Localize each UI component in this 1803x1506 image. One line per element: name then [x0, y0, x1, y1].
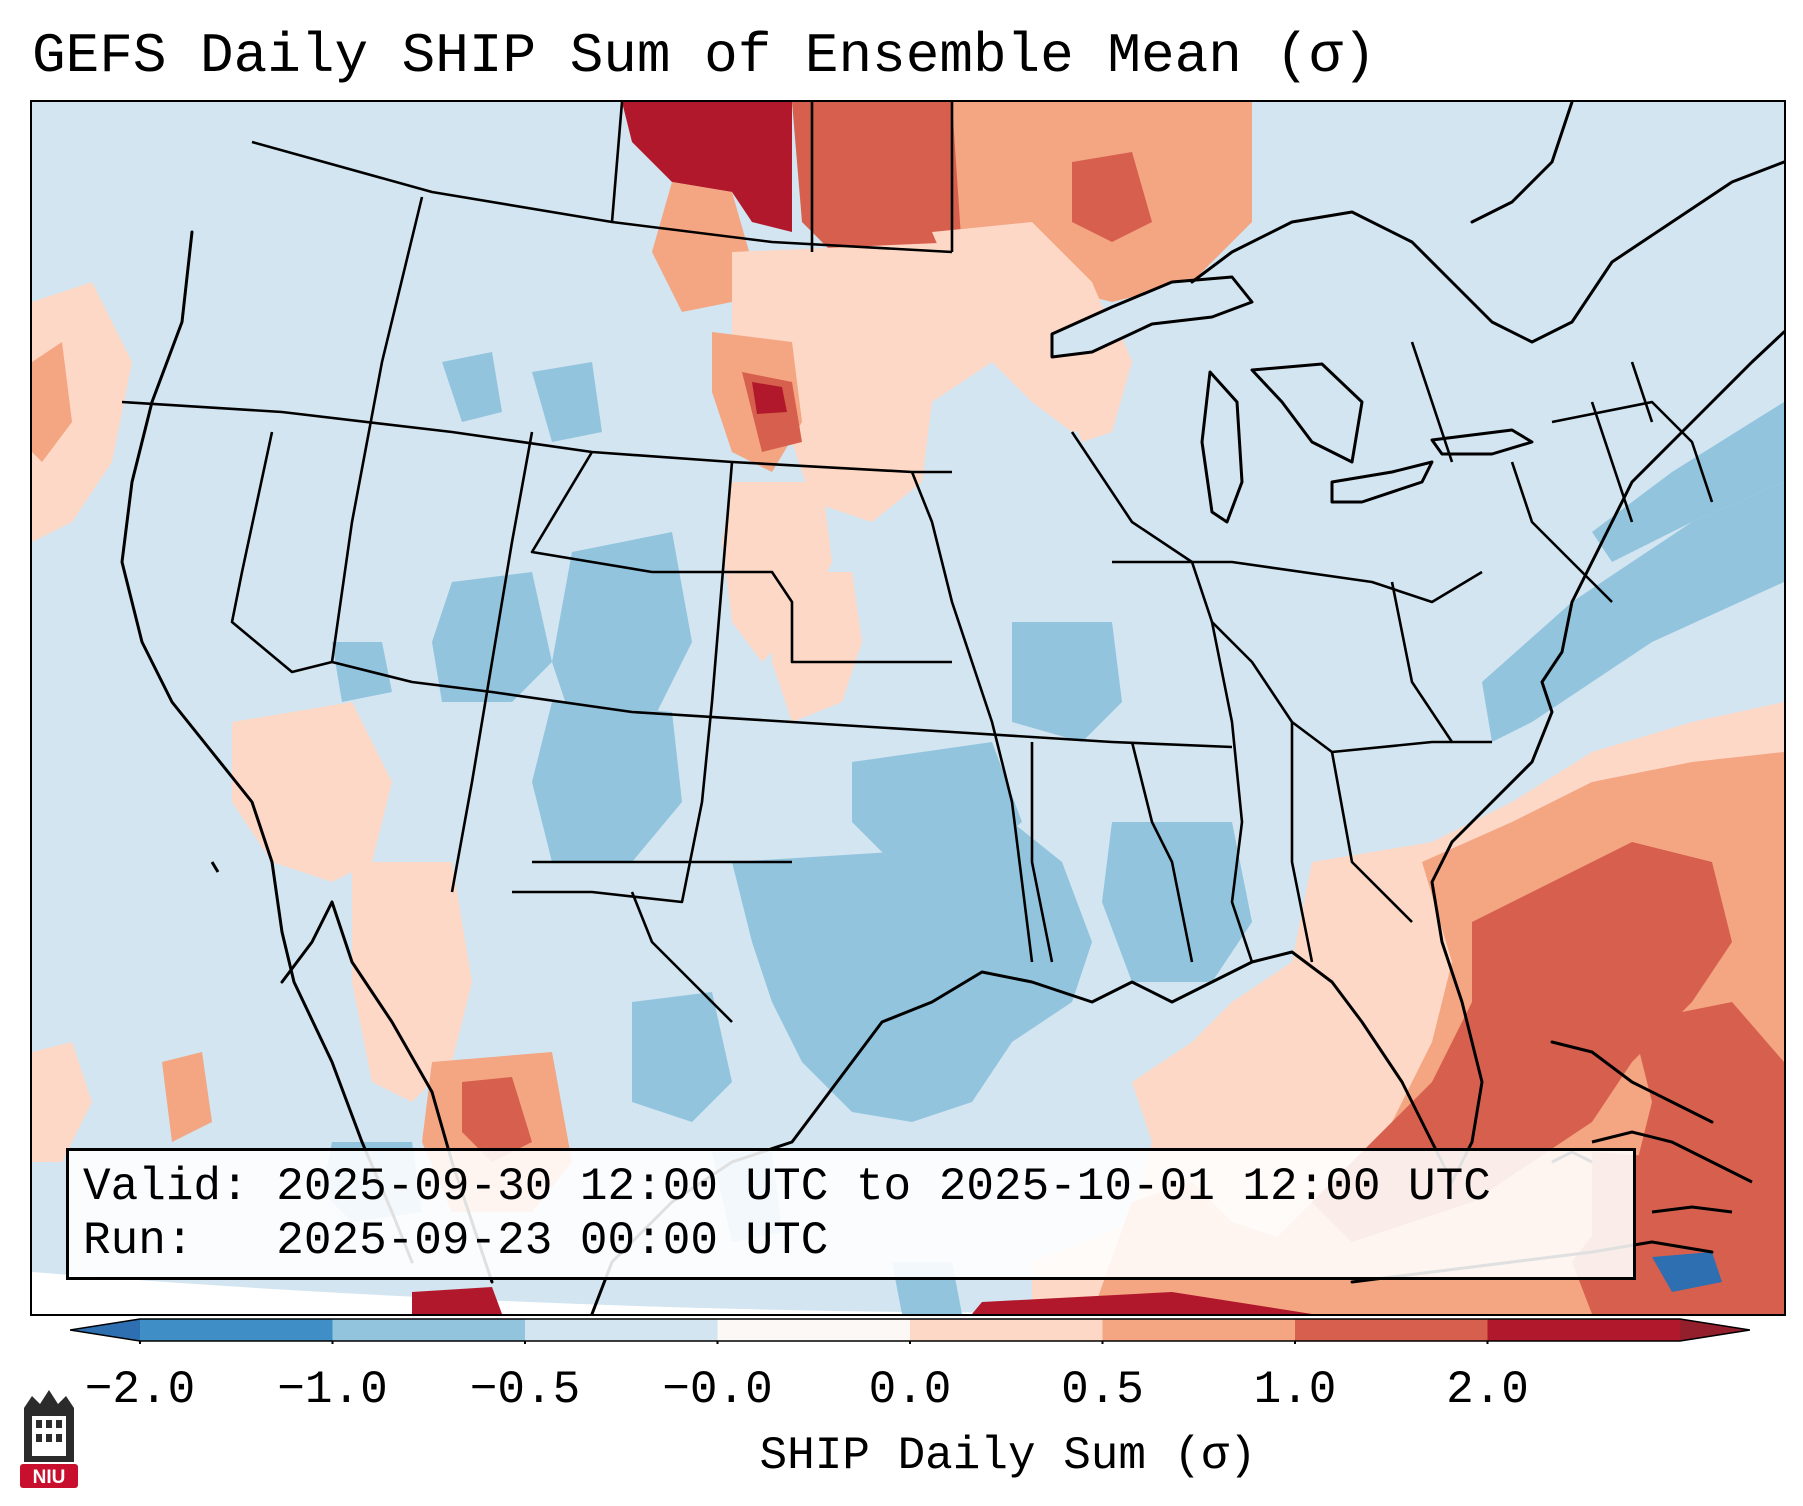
colorbar-tick-label: 1.0: [1253, 1364, 1337, 1416]
anomaly-map: [32, 102, 1784, 1314]
colorbar-segment: [332, 1319, 526, 1341]
colorbar-under-extension: [70, 1319, 140, 1341]
colorbar-tick-label: 0.5: [1061, 1364, 1144, 1416]
colorbar-segment: [140, 1319, 333, 1341]
valid-value: 2025-09-30 12:00 UTC to 2025-10-01 12:00…: [276, 1161, 1491, 1213]
run-line: Run: 2025-09-23 00:00 UTC: [83, 1213, 828, 1269]
map-panel: [30, 100, 1786, 1316]
colorbar-segment: [1295, 1319, 1488, 1341]
colorbar-segment: [717, 1319, 911, 1341]
colorbar-tick-label: −0.0: [662, 1364, 773, 1416]
colorbar-tick-label: −0.5: [469, 1364, 581, 1416]
valid-line: Valid: 2025-09-30 12:00 UTC to 2025-10-0…: [83, 1159, 1491, 1215]
niu-logo-text: NIU: [33, 1467, 66, 1488]
info-box: Valid: 2025-09-30 12:00 UTC to 2025-10-0…: [66, 1148, 1636, 1280]
colorbar-segment: [910, 1319, 1103, 1341]
colorbar-segment: [1487, 1319, 1681, 1341]
run-label: Run:: [83, 1215, 194, 1267]
colorbar-tick-label: 2.0: [1446, 1364, 1529, 1416]
colorbar-label: SHIP Daily Sum (σ): [759, 1430, 1257, 1482]
colorbar-segment: [525, 1319, 718, 1341]
niu-logo-icon: NIU: [20, 1390, 78, 1488]
colorbar-over-extension: [1680, 1319, 1750, 1341]
colorbar: [70, 1318, 1750, 1344]
valid-label: Valid:: [83, 1161, 249, 1213]
colorbar-tick-label: −2.0: [84, 1364, 196, 1416]
run-value: 2025-09-23 00:00 UTC: [276, 1215, 829, 1267]
colorbar-tick-label: −1.0: [277, 1364, 388, 1416]
colorbar-tick-label: 0.0: [868, 1364, 952, 1416]
chart-title: GEFS Daily SHIP Sum of Ensemble Mean (σ): [32, 24, 1377, 88]
colorbar-segment: [1102, 1319, 1296, 1341]
